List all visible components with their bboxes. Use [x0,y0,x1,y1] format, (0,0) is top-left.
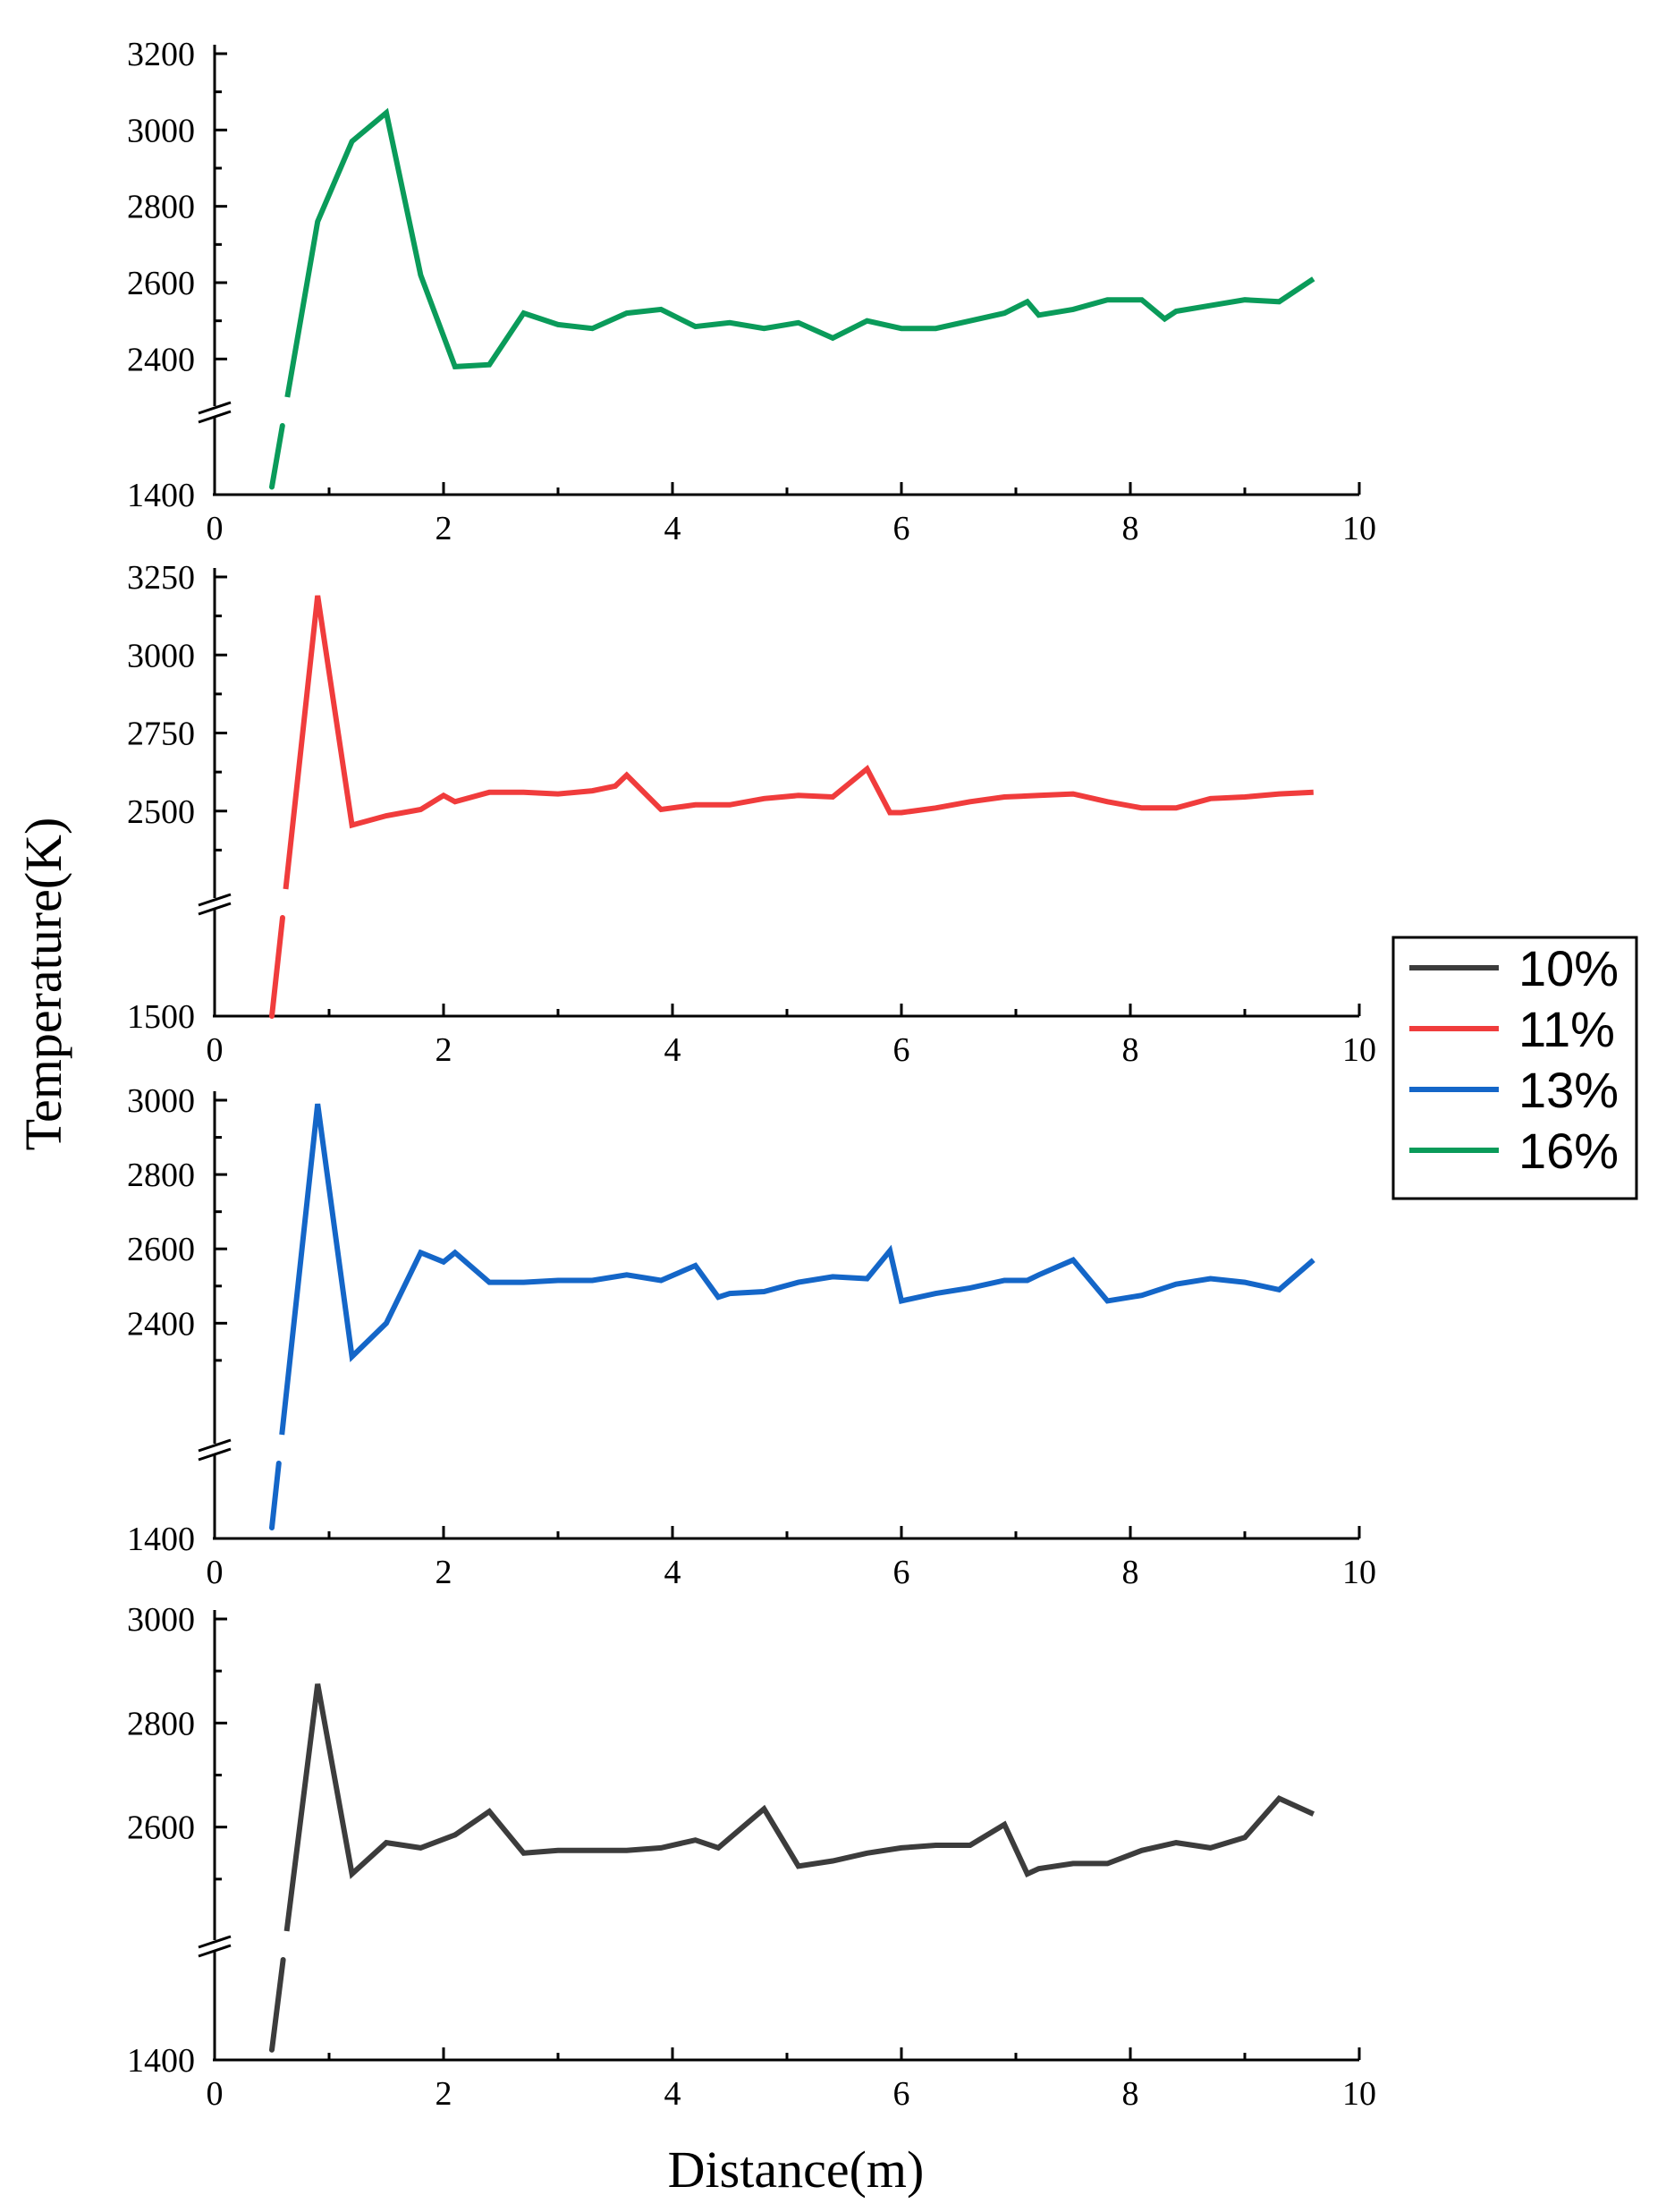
panel-10pct: 0 2 4 6 8 10 1400 2600 2800 3000 [127,1601,1376,2113]
y-tick-label: 3000 [127,112,195,149]
x-tick-label: 10 [1342,510,1376,547]
x-tick-label: 6 [893,510,910,547]
y-tick-label: 2600 [127,1231,195,1268]
panel-16pct: 0 2 4 6 8 10 1400 2400 2600 2800 3000 3200 [127,36,1376,547]
y-tick-label: 1400 [127,2042,195,2080]
x-tick-label: 10 [1342,1031,1376,1069]
x-tick-label: 4 [664,1031,681,1069]
x-tick-label: 10 [1342,2075,1376,2113]
series-line-11pct [283,595,1314,890]
panel-13pct: 0 2 4 6 8 10 1400 2400 2600 2800 3000 [127,1082,1376,1591]
x-tick-label: 10 [1342,1554,1376,1591]
y-tick-label: 2600 [127,1809,195,1847]
legend-label: 11% [1518,1001,1615,1057]
axis-break-mark [198,1935,232,1958]
legend: 10%11%13%16% [1391,936,1638,1200]
axis-break-mark [198,1438,232,1462]
x-tick-label: 6 [893,1031,910,1069]
y-tick-label: 2800 [127,189,195,226]
series-line-16pct [284,107,1315,398]
series-line-lower [269,1461,282,1530]
x-tick-label: 2 [436,2075,452,2113]
x-tick-label: 4 [664,2075,681,2113]
y-tick-label: 3000 [127,637,195,674]
panel-11pct: 0 2 4 6 8 10 1500 2500 2750 3000 3250 [127,559,1376,1069]
y-axis-title: Temperature(K) [14,818,72,1151]
y-tick-label: 2500 [127,793,195,831]
legend-box [1391,936,1638,1200]
series-line-13pct [279,1103,1315,1436]
y-tick-label: 2800 [127,1157,195,1194]
legend-item: 13% [1409,1062,1619,1118]
x-tick-label: 0 [207,510,224,547]
y-tick-label: 2400 [127,341,195,378]
series-line-10pct [283,1683,1315,1932]
x-tick-label: 2 [436,1554,452,1591]
legend-label: 13% [1518,1062,1619,1118]
x-tick-label: 8 [1122,1031,1139,1069]
y-tick-label: 2800 [127,1705,195,1742]
y-tick-label: 3250 [127,559,195,597]
series-line-lower [269,423,285,490]
axis-break-mark [198,401,232,424]
axis-break-mark [198,893,232,916]
y-tick-label: 3000 [127,1082,195,1120]
x-tick-label: 2 [436,1031,452,1069]
x-tick-label: 8 [1122,1554,1139,1591]
legend-item: 16% [1409,1123,1619,1179]
x-tick-label: 6 [893,1554,910,1591]
x-tick-label: 0 [207,1031,224,1069]
x-tick-label: 4 [664,1554,681,1591]
legend-item: 10% [1409,940,1619,996]
y-tick-label: 3000 [127,1601,195,1639]
legend-label: 16% [1518,1123,1619,1179]
x-axis-title: Distance(m) [668,2140,925,2199]
x-tick-label: 0 [207,2075,224,2113]
legend-label: 10% [1518,940,1619,996]
y-tick-label: 1500 [127,998,195,1036]
y-tick-label: 3200 [127,36,195,73]
x-tick-label: 2 [436,510,452,547]
x-tick-label: 8 [1122,510,1139,547]
y-tick-label: 1400 [127,477,195,514]
y-tick-label: 1400 [127,1521,195,1558]
y-tick-label: 2750 [127,716,195,753]
series-line-lower [269,1957,286,2053]
x-tick-label: 0 [207,1554,224,1591]
y-tick-label: 2400 [127,1305,195,1343]
x-tick-label: 8 [1122,2075,1139,2113]
x-tick-label: 4 [664,510,681,547]
x-tick-label: 6 [893,2075,910,2113]
series-line-lower [269,915,285,1019]
y-tick-label: 2600 [127,265,195,302]
legend-item: 11% [1409,1001,1615,1057]
